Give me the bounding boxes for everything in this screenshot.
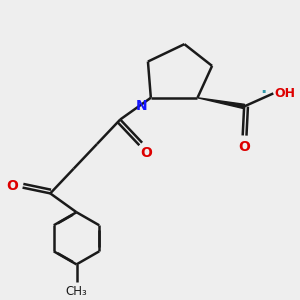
Text: ·: · bbox=[260, 84, 267, 102]
Text: OH: OH bbox=[275, 87, 296, 100]
Text: O: O bbox=[238, 140, 250, 154]
Text: N: N bbox=[136, 99, 147, 113]
Text: O: O bbox=[6, 179, 18, 193]
Polygon shape bbox=[197, 98, 244, 109]
Text: CH₃: CH₃ bbox=[66, 285, 87, 298]
Text: O: O bbox=[140, 146, 152, 160]
